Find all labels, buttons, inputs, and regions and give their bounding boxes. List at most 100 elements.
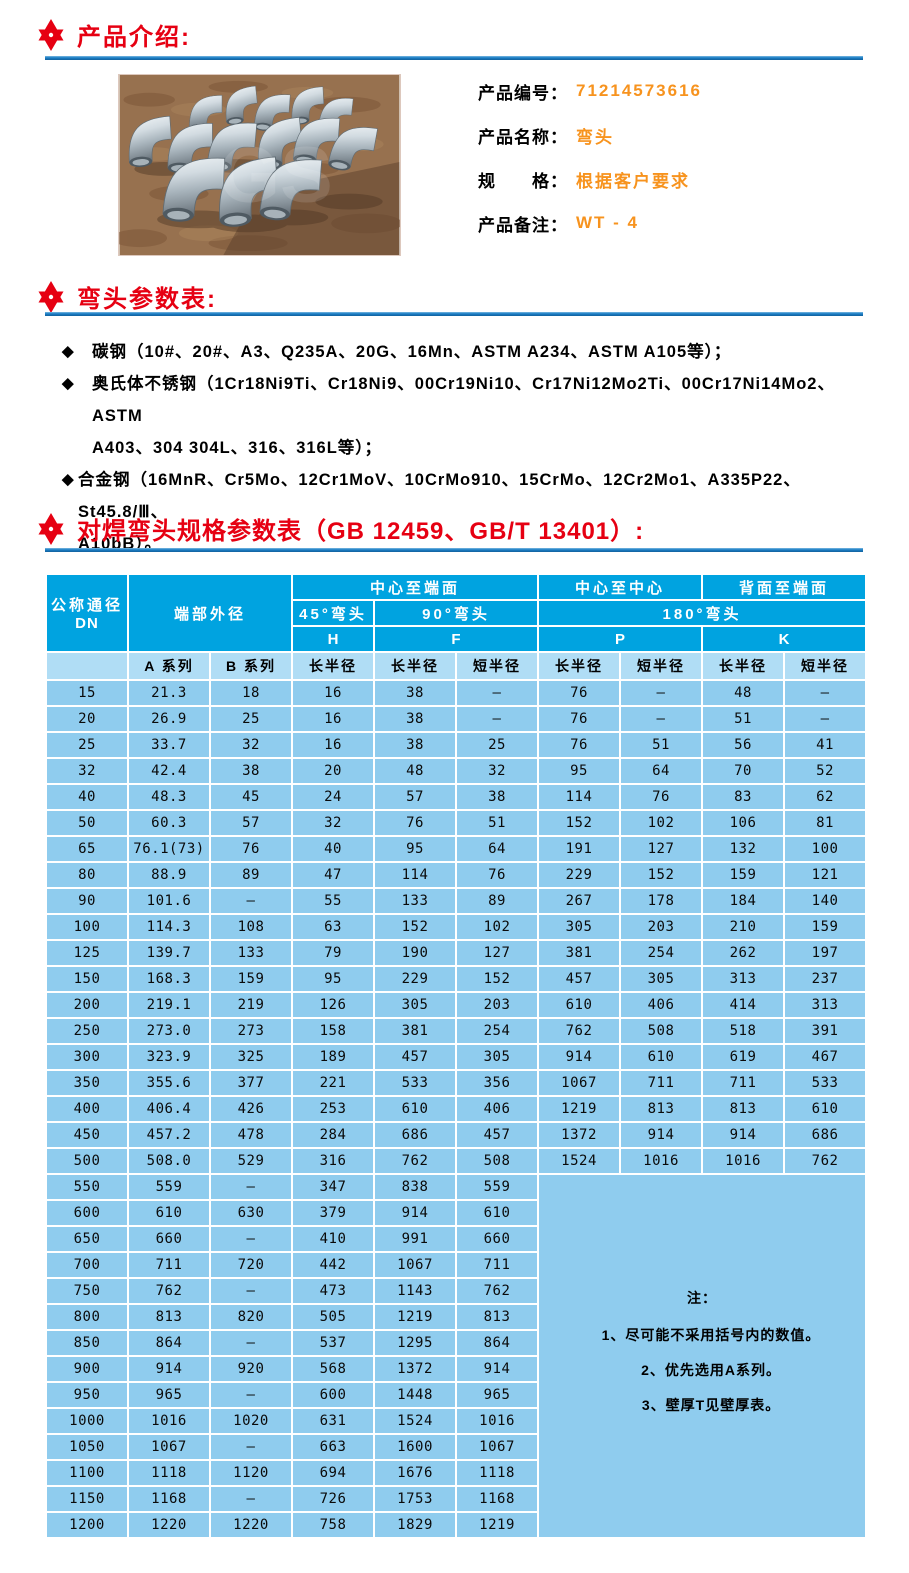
table-cell: 610 (375, 1097, 456, 1121)
table-cell: 508 (457, 1149, 538, 1173)
table-cell: 253 (293, 1097, 374, 1121)
table-cell: 750 (47, 1279, 127, 1303)
table-note-cell: 注： 1、尽可能不采用括号内的数值。 2、优先选用A系列。 3、壁厚T见壁厚表。 (539, 1175, 866, 1537)
table-cell: 125 (47, 941, 127, 965)
table-cell: 406 (621, 993, 702, 1017)
table-cell: 1220 (211, 1513, 292, 1537)
table-row: 1000 1016 1020 631 1524 1016 (47, 1409, 865, 1433)
star-icon (38, 18, 64, 51)
table-cell: 442 (293, 1253, 374, 1277)
table-row: 500 508.0 529 316 762 508 1524 1016 1016 762 (47, 1149, 866, 1173)
table-cell: 102 (621, 811, 702, 835)
col-header-p: P (539, 627, 702, 651)
spec-table-body: 15 21.3 18 16 38—76—48—20 26.9 25 16 38—76—51—25… (47, 681, 866, 1537)
table-cell: 1219 (539, 1097, 620, 1121)
table-cell: 391 (785, 1019, 866, 1043)
table-cell: 18 (211, 681, 292, 705)
table-cell: 700 (47, 1253, 127, 1277)
table-cell: 1000 (47, 1409, 127, 1433)
table-cell: 1219 (375, 1305, 456, 1329)
table-cell: 619 (703, 1045, 784, 1069)
star-icon (38, 512, 64, 545)
table-cell: 152 (539, 811, 620, 835)
table-cell: 1067 (539, 1071, 620, 1095)
table-row: 750 762—473 1143 762 (47, 1279, 865, 1303)
field-label: 产品备注： (478, 215, 568, 235)
table-cell: 40 (293, 837, 374, 861)
col-header-dn: 公称通径 DN (47, 575, 127, 651)
table-cell: 694 (293, 1461, 374, 1485)
table-cell: 108 (211, 915, 292, 939)
table-cell: 159 (785, 915, 866, 939)
section-heading-params: 弯头参数表: (36, 279, 217, 314)
table-cell: 184 (703, 889, 784, 913)
table-row: 90 101.6—55 133 89 267 178 184 140 (47, 889, 866, 913)
table-cell: — (621, 707, 702, 731)
table-cell: 25 (457, 733, 538, 757)
table-row: 350 355.6 377 221 533 356 1067 711 711 533 (47, 1071, 866, 1095)
table-cell: 24 (293, 785, 374, 809)
table-cell: — (211, 1435, 292, 1459)
table-cell: 991 (375, 1227, 456, 1251)
table-cell: — (211, 1227, 292, 1251)
table-cell: 450 (47, 1123, 127, 1147)
table-cell: 813 (703, 1097, 784, 1121)
table-cell: 379 (293, 1201, 374, 1225)
section-title-params: 弯头参数表: (77, 286, 217, 313)
table-row: 32 42.4 38 20 48 32 95 64 70 52 (47, 759, 866, 783)
table-cell: 203 (621, 915, 702, 939)
table-cell: 33.7 (129, 733, 209, 757)
table-cell: 813 (621, 1097, 702, 1121)
table-cell: 76.1(73) (129, 837, 209, 861)
table-cell: 467 (785, 1045, 866, 1069)
table-row: 65 76.1(73) 76 40 95 64 191 127 132 100 (47, 837, 866, 861)
table-cell: 89 (457, 889, 538, 913)
table-cell: 1016 (457, 1409, 538, 1433)
table-cell: 47 (293, 863, 374, 887)
table-cell: 1524 (539, 1149, 620, 1173)
table-cell: 914 (703, 1123, 784, 1147)
table-cell: 219.1 (129, 993, 209, 1017)
table-cell: 76 (211, 837, 292, 861)
table-cell: 203 (457, 993, 538, 1017)
table-row: 150 168.3 159 95 229 152 457 305 313 237 (47, 967, 866, 991)
table-row: 1150 1168—726 1753 1168 (47, 1487, 865, 1511)
table-cell: 38 (457, 785, 538, 809)
table-cell: 237 (785, 967, 866, 991)
table-cell: 325 (211, 1045, 292, 1069)
table-cell: 414 (703, 993, 784, 1017)
table-cell: 88.9 (129, 863, 209, 887)
table-cell: 950 (47, 1383, 127, 1407)
table-cell: 221 (293, 1071, 374, 1095)
field-value: 根据客户要求 (576, 171, 690, 191)
table-cell: 1372 (375, 1357, 456, 1381)
table-cell: 711 (703, 1071, 784, 1095)
table-cell: 400 (47, 1097, 127, 1121)
table-cell: 518 (703, 1019, 784, 1043)
material-item-alloy-steel: ◆ 合金钢（16MnR、Cr5Mo、12Cr1MoV、10CrMo910、15C… (62, 464, 862, 560)
table-cell: 273.0 (129, 1019, 209, 1043)
table-cell: 197 (785, 941, 866, 965)
table-row: 1100 1118 1120 694 1676 1118 (47, 1461, 865, 1485)
table-row: 200 219.1 219 126 305 203 610 406 414 313 (47, 993, 866, 1017)
table-cell: 41 (785, 733, 866, 757)
table-cell: — (785, 707, 866, 731)
table-cell: 406.4 (129, 1097, 209, 1121)
table-cell: 1016 (621, 1149, 702, 1173)
table-cell: 40 (47, 785, 127, 809)
table-row: 550 559—347 838 559 注： 1、尽可能不采用括号内的数值。 2、优先选用A… (47, 1175, 866, 1537)
table-cell: 500 (47, 1149, 127, 1173)
subheader-short-radius: 短半径 (457, 653, 538, 679)
table-cell: 55 (293, 889, 374, 913)
subheader-long-radius: 长半径 (375, 653, 456, 679)
table-cell: 51 (621, 733, 702, 757)
table-cell: 508.0 (129, 1149, 209, 1173)
header-row-3: H F P K (47, 627, 866, 651)
subheader-blank (47, 653, 127, 679)
table-cell: 1100 (47, 1461, 127, 1485)
table-cell: 1050 (47, 1435, 127, 1459)
table-cell: 650 (47, 1227, 127, 1251)
subheader-long-radius: 长半径 (539, 653, 620, 679)
table-cell: 864 (457, 1331, 538, 1355)
table-cell: 95 (375, 837, 456, 861)
